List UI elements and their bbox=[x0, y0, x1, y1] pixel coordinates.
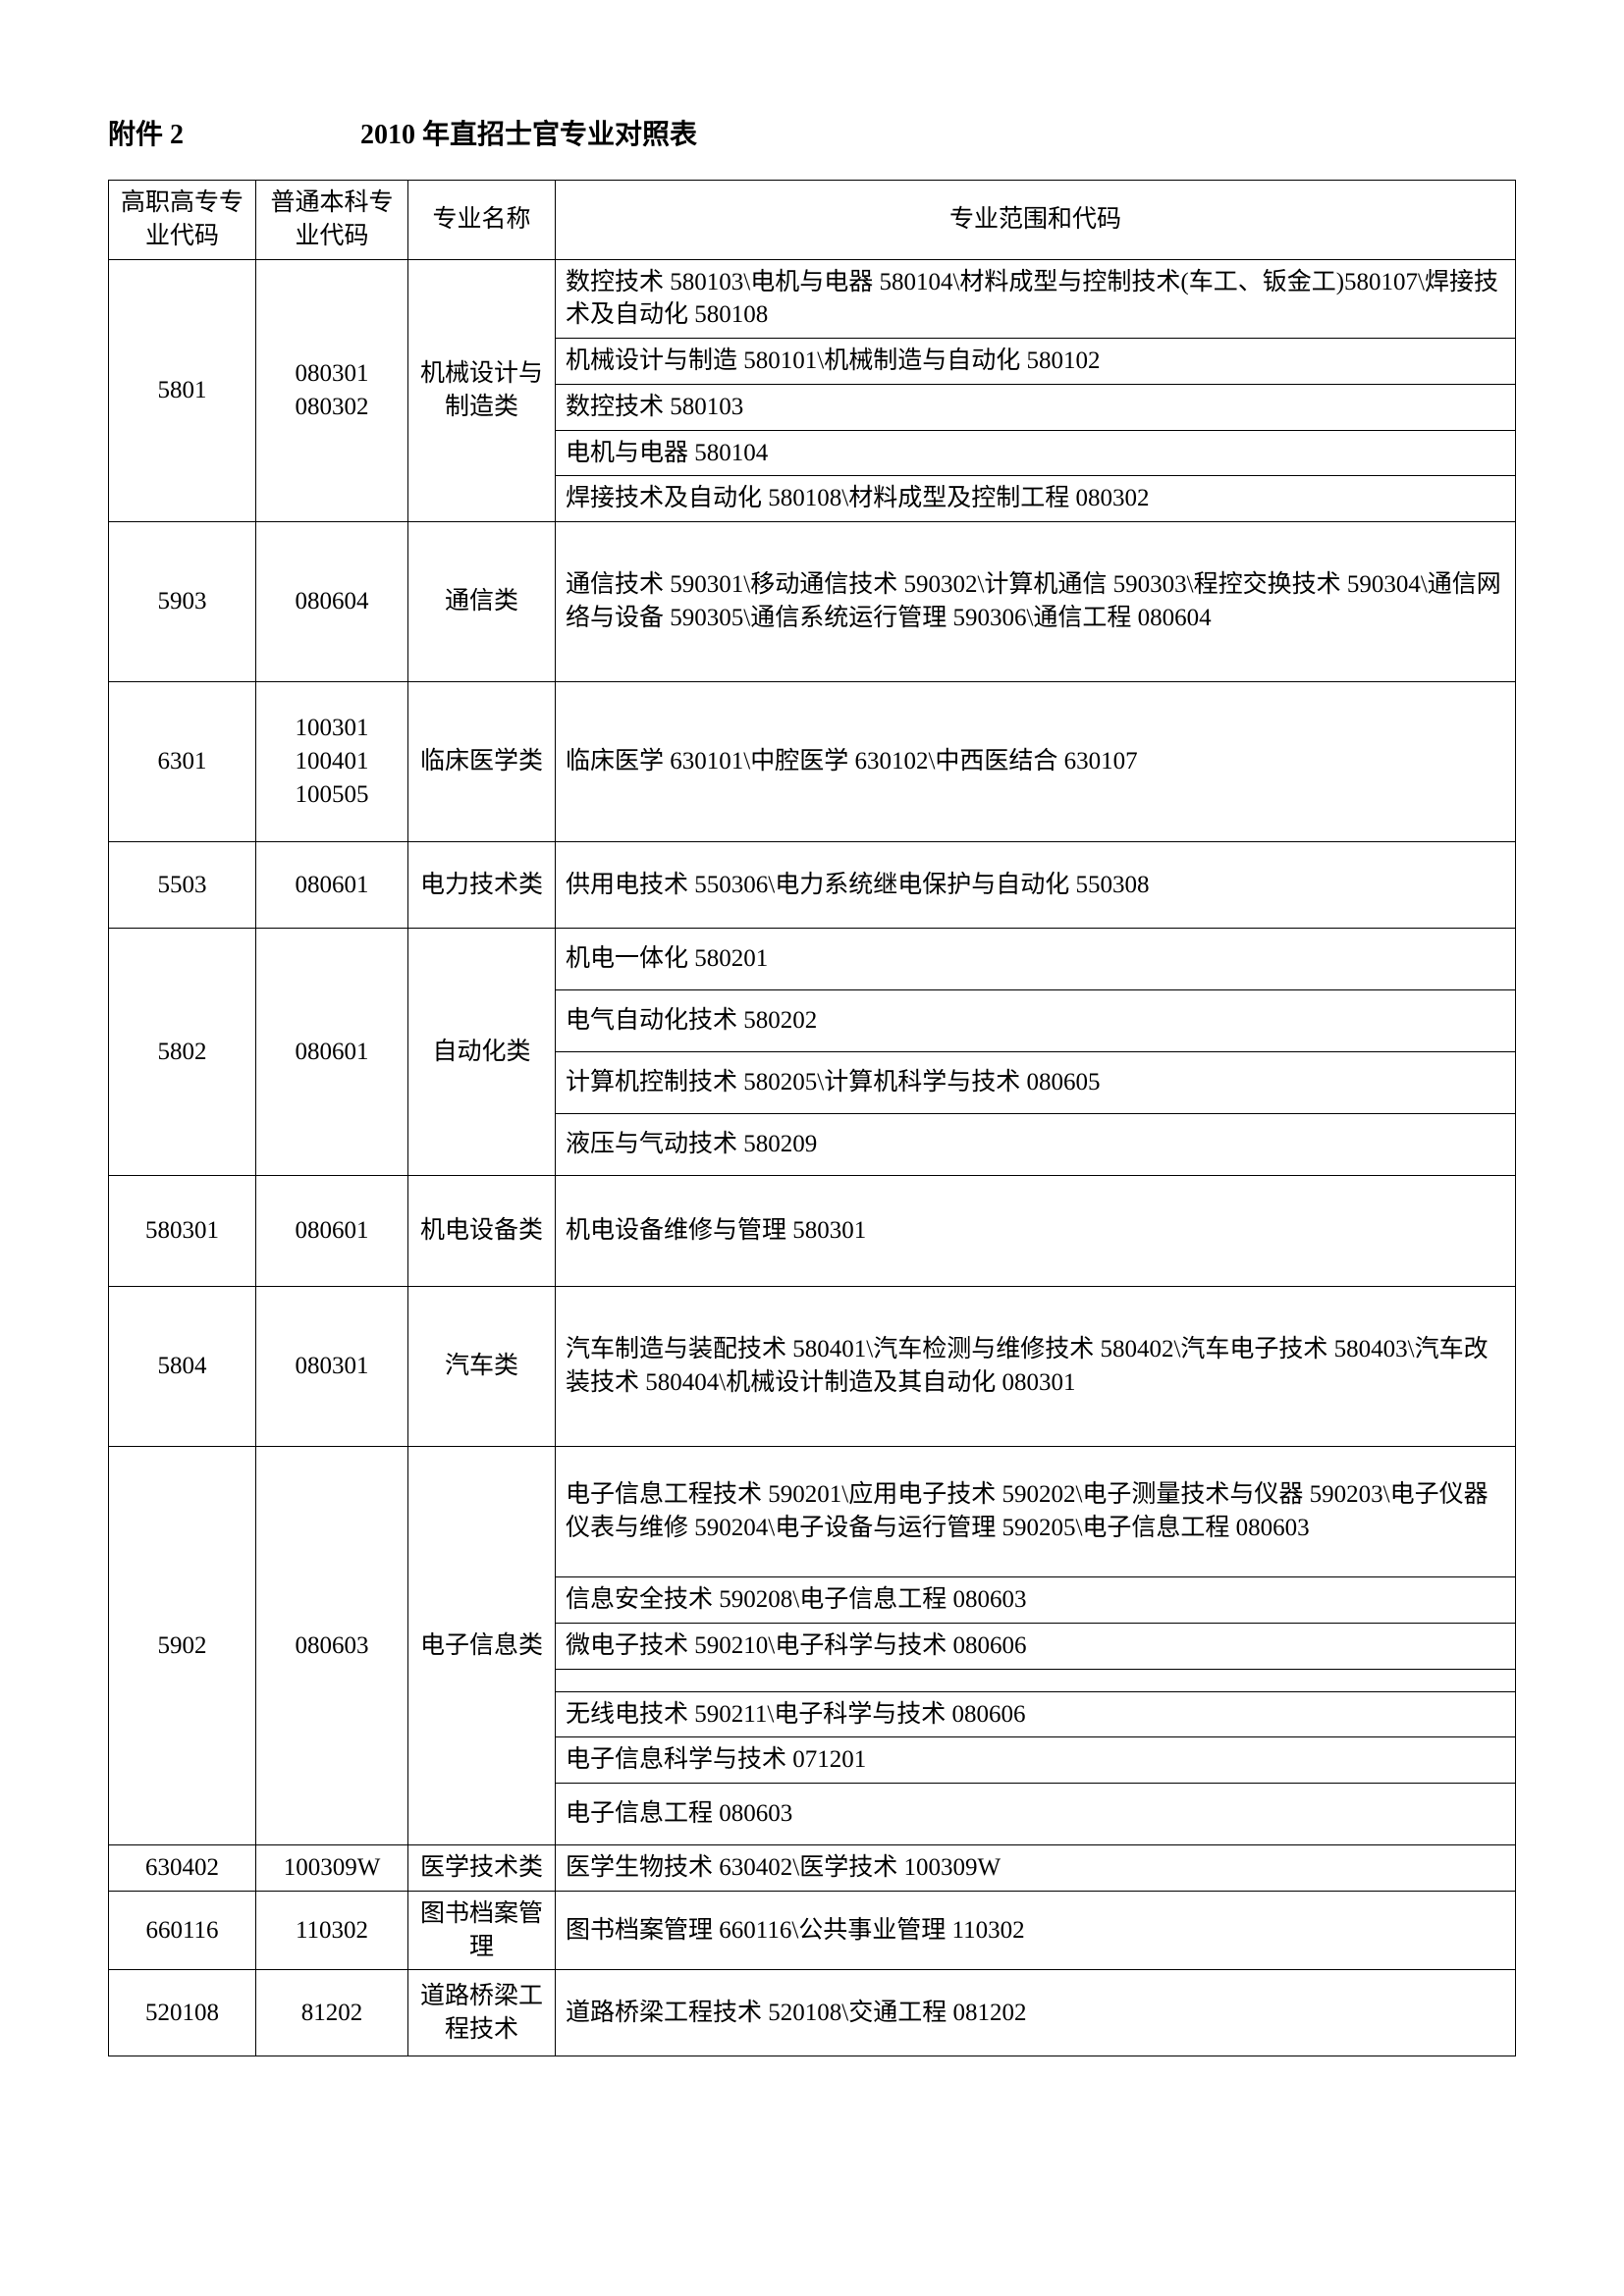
table-row: 5801 080301 080302 机械设计与制造类 数控技术 580103\… bbox=[109, 259, 1516, 339]
cell-major: 汽车类 bbox=[408, 1287, 556, 1447]
cell-code2: 110302 bbox=[256, 1891, 408, 1970]
table-row: 660116 110302 图书档案管理 图书档案管理 660116\公共事业管… bbox=[109, 1891, 1516, 1970]
cell-major: 临床医学类 bbox=[408, 682, 556, 842]
cell-code1: 5903 bbox=[109, 522, 256, 682]
cell-code1: 5503 bbox=[109, 842, 256, 929]
cell-detail: 电机与电器 580104 bbox=[556, 430, 1516, 476]
table-row: 5902 080603 电子信息类 电子信息工程技术 590201\应用电子技术… bbox=[109, 1447, 1516, 1577]
table-row: 6301 100301 100401 100505 临床医学类 临床医学 630… bbox=[109, 682, 1516, 842]
major-table: 高职高专专业代码 普通本科专业代码 专业名称 专业范围和代码 5801 0803… bbox=[108, 180, 1516, 2056]
cell-detail: 通信技术 590301\移动通信技术 590302\计算机通信 590303\程… bbox=[556, 522, 1516, 682]
table-row: 5903 080604 通信类 通信技术 590301\移动通信技术 59030… bbox=[109, 522, 1516, 682]
table-row: 630402 100309W 医学技术类 医学生物技术 630402\医学技术 … bbox=[109, 1845, 1516, 1892]
cell-detail: 计算机控制技术 580205\计算机科学与技术 080605 bbox=[556, 1052, 1516, 1114]
cell-detail: 液压与气动技术 580209 bbox=[556, 1114, 1516, 1176]
header-line: 附件 2 2010 年直招士官专业对照表 bbox=[108, 113, 1516, 152]
cell-code1: 660116 bbox=[109, 1891, 256, 1970]
cell-detail: 汽车制造与装配技术 580401\汽车检测与维修技术 580402\汽车电子技术… bbox=[556, 1287, 1516, 1447]
cell-code2: 080603 bbox=[256, 1447, 408, 1845]
cell-detail: 图书档案管理 660116\公共事业管理 110302 bbox=[556, 1891, 1516, 1970]
cell-major: 电子信息类 bbox=[408, 1447, 556, 1845]
cell-major: 图书档案管理 bbox=[408, 1891, 556, 1970]
cell-detail: 电子信息科学与技术 071201 bbox=[556, 1737, 1516, 1784]
cell-detail: 微电子技术 590210\电子科学与技术 080606 bbox=[556, 1623, 1516, 1669]
table-row: 580301 080601 机电设备类 机电设备维修与管理 580301 bbox=[109, 1176, 1516, 1287]
table-row: 5802 080601 自动化类 机电一体化 580201 bbox=[109, 929, 1516, 990]
col-header-1: 高职高专专业代码 bbox=[109, 181, 256, 260]
col-header-4: 专业范围和代码 bbox=[556, 181, 1516, 260]
cell-code2: 080301 080302 bbox=[256, 259, 408, 522]
cell-code2: 080601 bbox=[256, 842, 408, 929]
table-row: 5804 080301 汽车类 汽车制造与装配技术 580401\汽车检测与维修… bbox=[109, 1287, 1516, 1447]
cell-major: 通信类 bbox=[408, 522, 556, 682]
cell-code2: 080301 bbox=[256, 1287, 408, 1447]
cell-detail: 电子信息工程 080603 bbox=[556, 1784, 1516, 1845]
cell-code1: 5902 bbox=[109, 1447, 256, 1845]
cell-code1: 6301 bbox=[109, 682, 256, 842]
cell-code2: 81202 bbox=[256, 1970, 408, 2056]
col-header-3: 专业名称 bbox=[408, 181, 556, 260]
cell-detail: 无线电技术 590211\电子科学与技术 080606 bbox=[556, 1691, 1516, 1737]
cell-code2: 100309W bbox=[256, 1845, 408, 1892]
cell-detail: 机电设备维修与管理 580301 bbox=[556, 1176, 1516, 1287]
document-title: 2010 年直招士官专业对照表 bbox=[360, 113, 697, 152]
table-row: 5503 080601 电力技术类 供用电技术 550306\电力系统继电保护与… bbox=[109, 842, 1516, 929]
cell-detail: 焊接技术及自动化 580108\材料成型及控制工程 080302 bbox=[556, 476, 1516, 522]
col-header-2: 普通本科专业代码 bbox=[256, 181, 408, 260]
cell-detail: 机械设计与制造 580101\机械制造与自动化 580102 bbox=[556, 339, 1516, 385]
cell-major: 机电设备类 bbox=[408, 1176, 556, 1287]
cell-code2: 100301 100401 100505 bbox=[256, 682, 408, 842]
table-row: 520108 81202 道路桥梁工程技术 道路桥梁工程技术 520108\交通… bbox=[109, 1970, 1516, 2056]
cell-detail: 医学生物技术 630402\医学技术 100309W bbox=[556, 1845, 1516, 1892]
cell-code1: 5802 bbox=[109, 929, 256, 1176]
cell-code1: 580301 bbox=[109, 1176, 256, 1287]
cell-detail: 机电一体化 580201 bbox=[556, 929, 1516, 990]
cell-code1: 5801 bbox=[109, 259, 256, 522]
cell-detail: 信息安全技术 590208\电子信息工程 080603 bbox=[556, 1577, 1516, 1624]
cell-code2: 080604 bbox=[256, 522, 408, 682]
table-header-row: 高职高专专业代码 普通本科专业代码 专业名称 专业范围和代码 bbox=[109, 181, 1516, 260]
cell-code1: 520108 bbox=[109, 1970, 256, 2056]
attachment-label: 附件 2 bbox=[108, 113, 184, 152]
cell-code1: 630402 bbox=[109, 1845, 256, 1892]
cell-detail: 数控技术 580103\电机与电器 580104\材料成型与控制技术(车工、钣金… bbox=[556, 259, 1516, 339]
cell-detail: 数控技术 580103 bbox=[556, 384, 1516, 430]
cell-detail: 供用电技术 550306\电力系统继电保护与自动化 550308 bbox=[556, 842, 1516, 929]
cell-detail bbox=[556, 1669, 1516, 1691]
cell-code2: 080601 bbox=[256, 929, 408, 1176]
cell-detail: 电气自动化技术 580202 bbox=[556, 990, 1516, 1052]
cell-code1: 5804 bbox=[109, 1287, 256, 1447]
cell-major: 道路桥梁工程技术 bbox=[408, 1970, 556, 2056]
cell-detail: 临床医学 630101\中腔医学 630102\中西医结合 630107 bbox=[556, 682, 1516, 842]
cell-detail: 电子信息工程技术 590201\应用电子技术 590202\电子测量技术与仪器 … bbox=[556, 1447, 1516, 1577]
cell-major: 医学技术类 bbox=[408, 1845, 556, 1892]
document-page: 附件 2 2010 年直招士官专业对照表 高职高专专业代码 普通本科专业代码 专… bbox=[0, 0, 1624, 2296]
cell-code2: 080601 bbox=[256, 1176, 408, 1287]
cell-major: 自动化类 bbox=[408, 929, 556, 1176]
cell-major: 电力技术类 bbox=[408, 842, 556, 929]
cell-major: 机械设计与制造类 bbox=[408, 259, 556, 522]
cell-detail: 道路桥梁工程技术 520108\交通工程 081202 bbox=[556, 1970, 1516, 2056]
